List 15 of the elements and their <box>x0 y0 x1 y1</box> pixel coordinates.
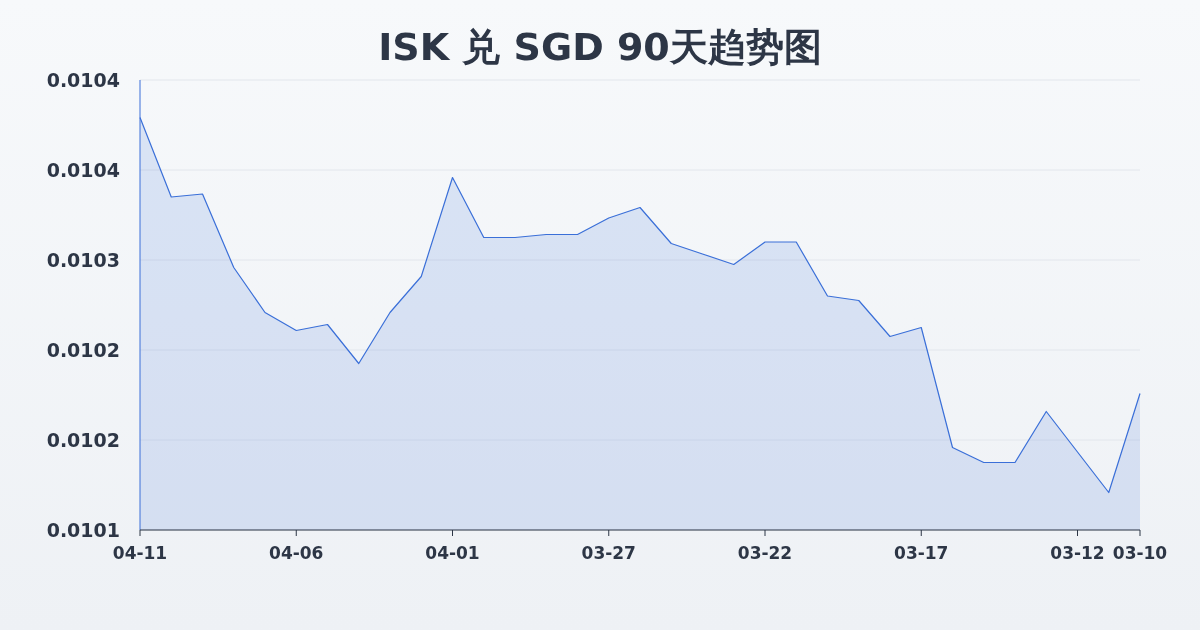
y-tick-label: 0.0104 <box>46 69 120 91</box>
x-tick-label: 03-12 <box>1050 543 1105 563</box>
x-tick-label: 03-17 <box>894 543 949 563</box>
x-tick-label: 04-01 <box>425 543 480 563</box>
chart-title: ISK 兑 SGD 90天趋势图 <box>378 25 822 69</box>
y-tick-label: 0.0104 <box>46 159 120 181</box>
x-tick-label: 04-06 <box>269 543 324 563</box>
y-tick-label: 0.0102 <box>46 339 120 361</box>
x-tick-label: 04-11 <box>112 543 168 563</box>
y-tick-label: 0.0102 <box>46 429 120 451</box>
y-tick-label: 0.0101 <box>46 519 120 541</box>
y-tick-label: 0.0103 <box>46 249 120 271</box>
x-tick-label: 03-22 <box>737 543 793 563</box>
x-tick-label: 03-27 <box>581 543 636 563</box>
x-tick-label: 03-10 <box>1112 543 1168 563</box>
